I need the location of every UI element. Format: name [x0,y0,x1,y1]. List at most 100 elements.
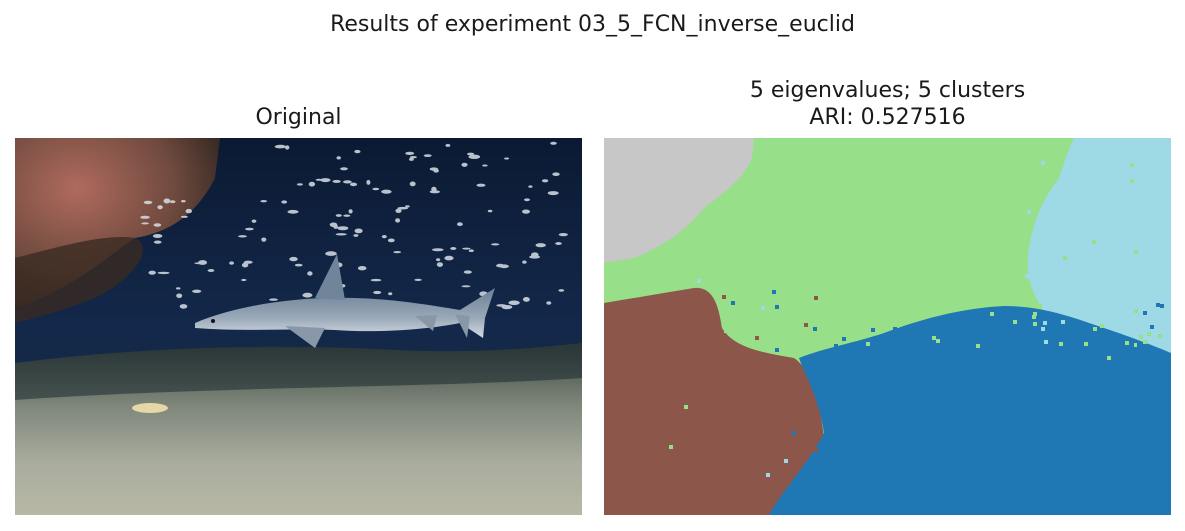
noise-speck [702,460,706,464]
noise-speck [1013,320,1017,324]
fish-glint [429,190,440,194]
noise-speck [1135,351,1139,355]
noise-speck [1055,189,1059,193]
fish-glint [287,209,299,214]
noise-speck [721,359,725,363]
fish-glint [340,167,348,171]
noise-speck [1041,161,1045,165]
fish-glint [198,260,208,265]
noise-speck [1069,216,1073,220]
noise-speck [1058,267,1062,271]
fish-glint [325,251,337,256]
fish-school [140,141,568,310]
noise-speck [1108,164,1112,168]
noise-speck [813,327,817,331]
segmentation-title-line2: ARI: 0.527516 [809,105,966,130]
noise-speck [722,295,726,299]
noise-speck [1000,315,1004,319]
noise-speck [775,348,779,352]
noise-speck [683,340,687,344]
fish-glint [320,178,331,183]
noise-speck [932,336,936,340]
noise-speck [1130,163,1134,167]
noise-speck [832,333,836,337]
shark [195,254,495,348]
noise-speck [1093,327,1097,331]
fish-glint [366,179,371,185]
fish-glint [373,290,382,295]
noise-speck [1146,303,1150,307]
noise-speck [828,308,832,312]
fish-glint [141,222,149,225]
fish-glint [296,183,303,186]
fish-glint [281,200,288,204]
noise-speck [1147,332,1151,336]
fish-glint [508,300,520,306]
noise-speck [1045,253,1049,257]
floor-shadow [15,343,582,400]
noise-speck [817,359,821,363]
fish-glint [535,243,546,248]
fish-glint [357,266,367,271]
noise-speck [842,337,846,341]
noise-speck [1162,254,1166,258]
noise-speck [1043,349,1047,353]
fish-glint [229,261,235,265]
noise-speck [1150,325,1154,329]
fish-glint [444,255,454,261]
figure-suptitle: Results of experiment 03_5_FCN_inverse_e… [330,12,855,37]
fish-glint [436,262,443,267]
fish-glint [546,301,552,305]
noise-speck [813,410,817,414]
segmentation-title: 5 eigenvalues; 5 clusters ARI: 0.527516 [604,77,1171,131]
fish-glint [482,164,488,167]
noise-speck [1150,269,1154,273]
fish-glint [192,289,202,293]
fish-glint [261,237,267,242]
fish-glint [238,235,247,238]
noise-speck [1100,324,1104,328]
fish-glint [260,200,267,203]
fish-glint [308,181,316,187]
noise-speck [697,279,701,283]
fish-glint [269,298,278,301]
noise-speck [1080,212,1084,216]
fish-glint [409,157,414,161]
fish-glint [370,278,382,282]
noise-speck [684,405,688,409]
fish-glint [524,198,530,202]
noise-speck [731,386,735,390]
fish-glint [462,247,471,250]
fish-glint [409,181,416,187]
noise-speck [1107,224,1111,228]
fish-glint [405,205,410,208]
noise-speck [808,320,812,324]
noise-speck [1130,351,1134,355]
noise-speck [698,438,702,442]
noise-speck [669,445,673,449]
noise-speck [1000,327,1004,331]
fish-glint [558,233,568,237]
noise-speck [990,312,994,316]
noise-speck [738,309,742,313]
noise-speck [854,316,858,320]
fish-glint [332,179,341,183]
noise-speck [766,473,770,477]
small-fish-on-floor [132,403,168,413]
noise-speck [750,447,754,451]
noise-speck [772,464,776,468]
noise-speck [1133,343,1137,347]
fish-glint [349,182,358,187]
noise-speck [667,455,671,459]
fish-glint [463,270,472,274]
noise-speck [1117,200,1121,204]
noise-speck [936,339,940,343]
noise-speck [775,305,779,309]
noise-speck [783,427,787,431]
fish-glint [153,240,162,244]
noise-speck [805,314,809,318]
noise-speck [1063,256,1067,260]
noise-speck [1136,242,1140,246]
fish-glint [241,278,247,282]
fish-glint [163,198,171,204]
